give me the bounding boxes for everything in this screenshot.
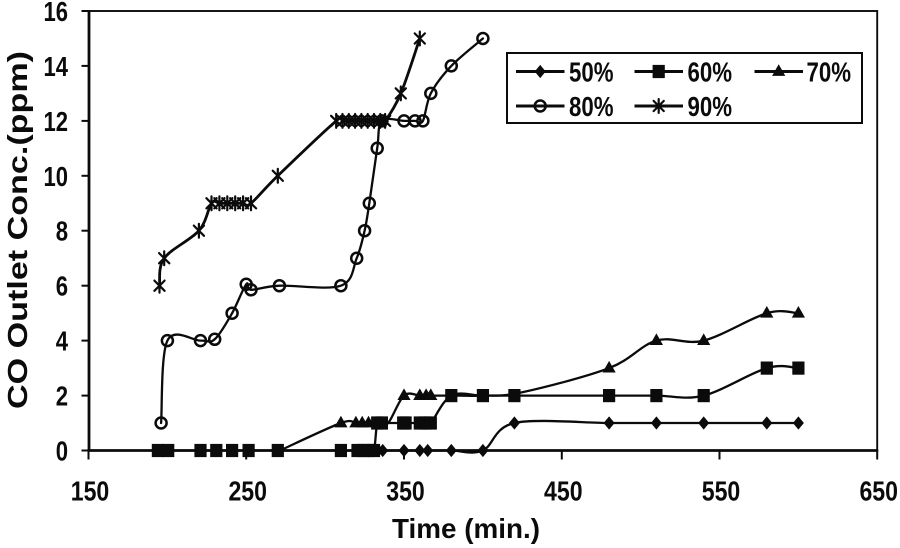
svg-text:650: 650 [859,476,898,507]
svg-text:10: 10 [44,161,69,192]
svg-text:Time (min.): Time (min.) [392,513,540,544]
svg-text:0: 0 [56,436,68,467]
svg-text:6: 6 [56,271,68,302]
svg-text:70%: 70% [807,57,852,88]
svg-text:250: 250 [228,476,267,507]
svg-text:550: 550 [702,476,741,507]
svg-text:50%: 50% [569,57,614,88]
svg-text:8: 8 [56,216,68,247]
svg-text:80%: 80% [569,91,614,122]
svg-text:2: 2 [56,381,68,412]
svg-text:4: 4 [56,326,69,357]
svg-text:16: 16 [44,0,69,27]
svg-text:350: 350 [386,476,425,507]
svg-text:450: 450 [544,476,583,507]
svg-text:CO Outlet Conc.(ppm): CO Outlet Conc.(ppm) [2,51,33,409]
svg-text:150: 150 [71,476,110,507]
svg-text:90%: 90% [688,91,733,122]
svg-text:60%: 60% [688,57,733,88]
svg-text:14: 14 [44,51,69,82]
svg-text:12: 12 [44,106,69,137]
